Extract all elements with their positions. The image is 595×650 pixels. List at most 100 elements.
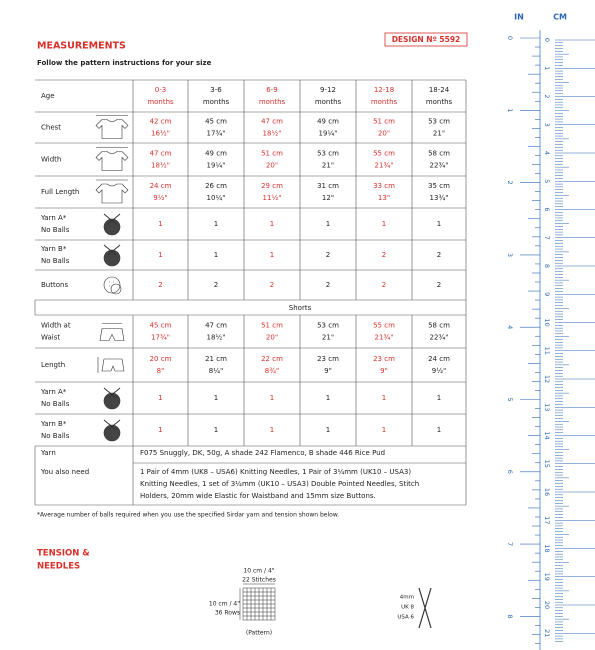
cell-value: 19¼" [319,130,338,138]
intro: Follow the pattern instructions for your… [37,59,212,67]
icon-part [99,328,125,341]
cell-value: 21¾" [375,162,394,170]
cell-value: 20" [266,334,278,342]
ruler-inch: 2 [506,181,514,185]
icon-part [103,244,121,256]
ruler-cm: 13 [543,403,551,411]
icon-part [103,249,121,267]
icon-yarn [103,419,121,442]
ruler-cm-label: CM [553,13,567,22]
row-label: Full Length [41,188,79,196]
ruler-cm: 9 [543,292,551,296]
cell-value: 9" [324,367,332,375]
icon-part [95,151,129,171]
ruler-cm: 16 [543,488,551,496]
need-text: Knitting Needles, 1 set of 3¼mm (UK10 – … [140,480,419,488]
cell-value: 1 [270,220,274,228]
size-header: 18-24 [429,86,450,94]
cell-value: 8¼" [209,367,223,375]
cell-value: 51 cm [261,322,283,330]
cell-value: 1 [158,394,162,402]
need-text: Holders, 20mm wide Elastic for Waistband… [140,492,376,500]
tension-grid [239,583,276,621]
ruler-cm: 2 [543,94,551,98]
ruler-cm: 12 [543,375,551,383]
cell-value: 18½" [151,162,170,170]
icon-shorts-width [99,323,125,341]
row-label: Yarn A* [40,214,67,222]
design-box [384,32,468,47]
row-label: Waist [41,334,60,342]
cell-value: 8¾" [265,367,279,375]
row-label: Yarn B* [40,245,67,253]
ruler-inch: 0 [506,36,514,40]
needle-size: 4mm [400,595,414,601]
row-label: No Balls [41,400,70,408]
cell-value: 42 cm [150,118,172,126]
ruler-cm: 7 [543,236,551,240]
row-label: Length [41,361,65,369]
icon-top [95,147,129,171]
size-header: 3-6 [210,86,222,94]
cell-value: 1 [382,394,386,402]
cell-value: 55 cm [373,322,395,330]
ruler-cm: 11 [543,347,551,355]
cell-value: 1 [158,426,162,434]
cell-value: 1 [158,220,162,228]
ruler-cm: 4 [543,151,551,155]
cell-value: 2 [382,251,386,259]
cell-value: 49 cm [205,150,227,158]
cell-value: 2 [437,251,441,259]
cell-value: 51 cm [373,118,395,126]
cell-value: 17¾" [151,334,170,342]
ruler-cm: 6 [543,207,551,211]
icon-part [103,392,121,410]
icon-part [95,119,129,139]
cell-value: 1 [382,220,386,228]
icon-part [103,424,121,442]
cell-value: 16½" [151,130,170,138]
cell-value: 18½" [207,334,226,342]
ruler-cm: 18 [543,544,551,552]
ruler-inch: 6 [506,470,514,474]
ruler-cm: 15 [543,460,551,468]
cell-value: 1 [158,251,162,259]
cell-value: 2 [270,281,274,289]
cell-value: 47 cm [205,322,227,330]
section-title: MEASUREMENTS [37,41,126,52]
icon-part [103,419,121,431]
size-header: months [371,98,398,106]
icon-yarn [103,244,121,267]
icon-shorts-length [97,357,125,373]
size-header: months [203,98,230,106]
tension-height: 10 cm / 4" [209,601,240,608]
ruler-cm: 14 [543,431,551,439]
icon-top [95,115,129,139]
cell-value: 9½" [153,194,167,202]
needle-size: USA 6 [397,615,414,621]
cell-value: 24 cm [150,182,172,190]
icon-part [109,281,114,287]
row-label: Chest [41,124,61,132]
cell-value: 1 [214,251,218,259]
ruler-cm: 8 [543,264,551,268]
cell-value: 22 cm [261,355,283,363]
needle-size: UK 8 [401,605,414,611]
cell-value: 8" [157,367,165,375]
icon-button [103,276,122,295]
size-header: months [426,98,453,106]
yarn-text: F075 Snuggly, DK, 50g, A shade 242 Flame… [140,449,385,457]
row-label: You also need [40,468,89,476]
cell-value: 12" [322,194,334,202]
row-label: Width at [41,322,71,330]
cell-value: 1 [326,220,330,228]
icon-part [103,387,121,399]
cell-value: 1 [382,426,386,434]
cell-value: 21" [433,130,445,138]
ruler-inch: 1 [506,108,514,112]
cell-value: 11½" [263,194,282,202]
ruler-cm: 5 [543,179,551,183]
row-label: Buttons [41,281,68,289]
tension-title: TENSION & [37,549,90,559]
